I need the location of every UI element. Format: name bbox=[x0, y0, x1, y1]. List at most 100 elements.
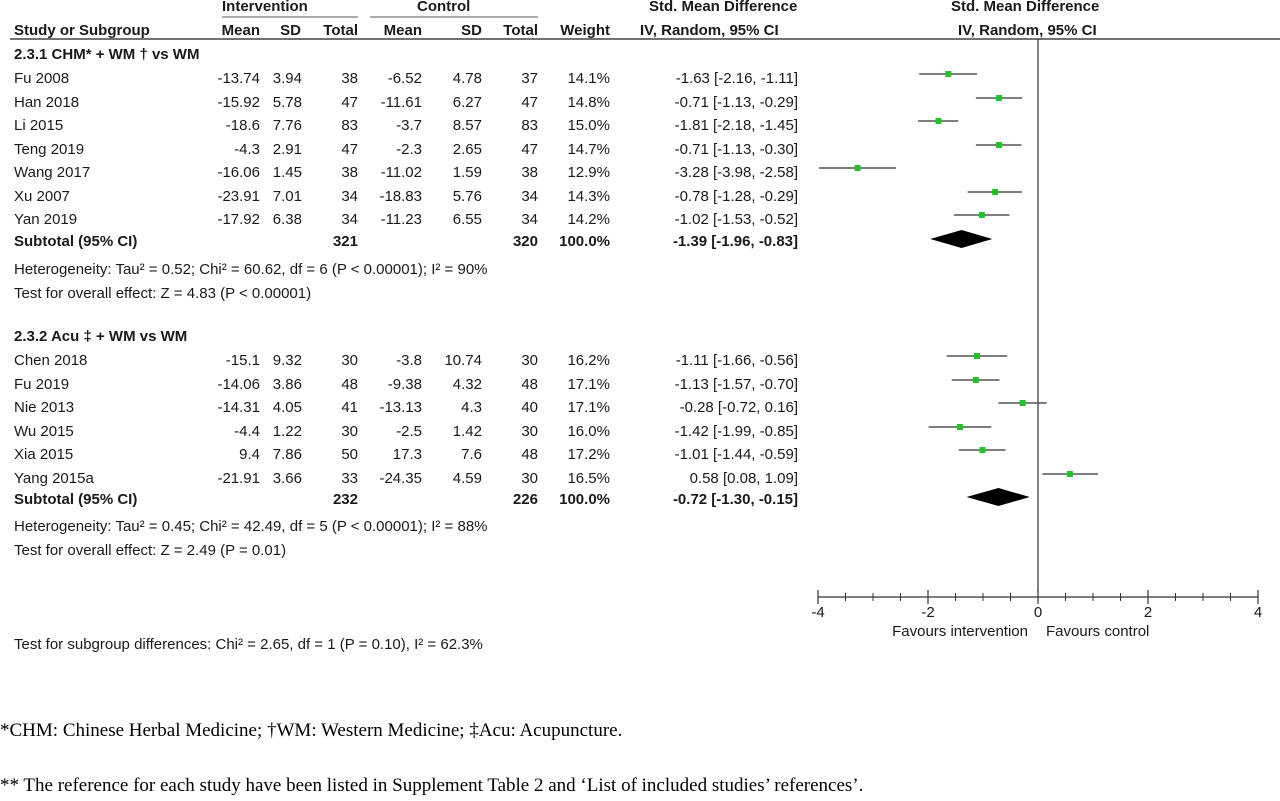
intervention-mean: -15.1 bbox=[225, 352, 260, 369]
subtotal-ci: -1.39 [-1.96, -0.83] bbox=[672, 233, 798, 250]
effect-column-title: Std. Mean Difference bbox=[649, 0, 798, 15]
subtotal-control-total: 226 bbox=[512, 491, 538, 508]
control-header: Control bbox=[417, 0, 471, 15]
intervention-total: 47 bbox=[341, 94, 358, 111]
study-ci: -3.28 [-3.98, -2.58] bbox=[674, 164, 798, 181]
study-name: Xu 2007 bbox=[14, 188, 70, 205]
control-sd: 10.74 bbox=[444, 352, 482, 369]
control-mean: 17.3 bbox=[392, 446, 422, 463]
control-sd: 5.76 bbox=[452, 188, 482, 205]
favours-control-label: Favours control bbox=[1046, 623, 1149, 640]
study-name: Wang 2017 bbox=[14, 164, 91, 181]
control-total: 30 bbox=[521, 423, 538, 440]
intervention-sd: 5.78 bbox=[272, 94, 302, 111]
subgroup-title: 2.3.1 CHM* + WM † vs WM bbox=[14, 46, 200, 63]
intervention-mean: -21.91 bbox=[217, 470, 260, 487]
intervention-mean: -18.6 bbox=[225, 117, 260, 134]
study-name: Fu 2008 bbox=[14, 70, 70, 87]
study-ci: -0.28 [-0.72, 0.16] bbox=[679, 399, 798, 416]
subtotal-label: Subtotal (95% CI) bbox=[14, 491, 138, 508]
intervention-sd-header: SD bbox=[280, 22, 301, 39]
intervention-total: 38 bbox=[341, 70, 358, 87]
effect-column-subtitle: IV, Random, 95% CI bbox=[640, 22, 779, 39]
subtotal-label: Subtotal (95% CI) bbox=[14, 233, 138, 250]
study-weight: 14.2% bbox=[567, 211, 610, 228]
study-weight: 16.0% bbox=[567, 423, 610, 440]
intervention-mean-header: Mean bbox=[221, 22, 260, 39]
intervention-mean: -4.3 bbox=[234, 141, 260, 158]
point-estimate bbox=[935, 118, 942, 124]
intervention-mean: 9.4 bbox=[239, 446, 260, 463]
study-ci: -0.78 [-1.28, -0.29] bbox=[674, 188, 798, 205]
intervention-total-header: Total bbox=[323, 22, 358, 39]
control-total: 34 bbox=[521, 211, 538, 228]
control-mean: -3.7 bbox=[396, 117, 422, 134]
intervention-total: 48 bbox=[341, 376, 358, 393]
study-name: Li 2015 bbox=[14, 117, 64, 134]
control-sd: 1.59 bbox=[452, 164, 482, 181]
control-total-header: Total bbox=[503, 22, 538, 39]
subtotal-diamond bbox=[966, 488, 1030, 506]
study-ci: -1.11 [-1.66, -0.56] bbox=[675, 352, 798, 369]
control-sd: 4.59 bbox=[452, 470, 482, 487]
subgroup-title: 2.3.2 Acu ‡ + WM vs WM bbox=[14, 328, 188, 345]
control-total: 48 bbox=[521, 446, 538, 463]
intervention-total: 38 bbox=[341, 164, 358, 181]
point-estimate bbox=[992, 189, 999, 195]
intervention-sd: 7.76 bbox=[272, 117, 302, 134]
intervention-sd: 2.91 bbox=[272, 141, 302, 158]
control-mean: -3.8 bbox=[396, 352, 422, 369]
intervention-total: 30 bbox=[341, 352, 358, 369]
intervention-sd: 1.45 bbox=[272, 164, 302, 181]
intervention-total: 33 bbox=[341, 470, 358, 487]
x-tick-label: 0 bbox=[1034, 604, 1042, 621]
study-weight: 17.1% bbox=[567, 399, 610, 416]
control-total: 40 bbox=[521, 399, 538, 416]
intervention-mean: -15.92 bbox=[217, 94, 260, 111]
intervention-total: 50 bbox=[341, 446, 358, 463]
point-estimate bbox=[1066, 471, 1073, 477]
study-ci: -1.81 [-2.18, -1.45] bbox=[674, 117, 798, 134]
study-weight: 16.2% bbox=[567, 352, 610, 369]
subtotal-weight: 100.0% bbox=[559, 491, 610, 508]
study-weight: 14.1% bbox=[567, 70, 610, 87]
intervention-mean: -17.92 bbox=[217, 211, 260, 228]
intervention-sd: 3.86 bbox=[272, 376, 302, 393]
intervention-mean: -14.31 bbox=[217, 399, 260, 416]
intervention-header: Intervention bbox=[222, 0, 308, 15]
control-mean: -2.3 bbox=[396, 141, 422, 158]
control-mean: -13.13 bbox=[379, 399, 422, 416]
study-weight: 14.3% bbox=[567, 188, 610, 205]
study-ci: -0.71 [-1.13, -0.30] bbox=[674, 141, 798, 158]
intervention-sd: 9.32 bbox=[272, 352, 302, 369]
point-estimate bbox=[979, 447, 986, 453]
x-tick-label: 4 bbox=[1254, 604, 1262, 621]
subtotal-weight: 100.0% bbox=[559, 233, 610, 250]
control-total: 37 bbox=[521, 70, 538, 87]
study-name: Xia 2015 bbox=[14, 446, 74, 463]
control-mean: -9.38 bbox=[387, 376, 422, 393]
intervention-total: 41 bbox=[341, 399, 358, 416]
intervention-total: 34 bbox=[341, 211, 358, 228]
x-tick-label: 2 bbox=[1144, 604, 1152, 621]
x-tick-label: -2 bbox=[921, 604, 934, 621]
control-total: 38 bbox=[521, 164, 538, 181]
study-ci: -1.01 [-1.44, -0.59] bbox=[674, 446, 798, 463]
intervention-mean: -13.74 bbox=[217, 70, 260, 87]
favours-intervention-label: Favours intervention bbox=[892, 623, 1028, 640]
subtotal-intervention-total: 321 bbox=[332, 233, 358, 250]
control-total: 30 bbox=[521, 352, 538, 369]
study-ci: -1.42 [-1.99, -0.85] bbox=[674, 423, 798, 440]
control-sd: 6.55 bbox=[452, 211, 482, 228]
study-name: Fu 2019 bbox=[14, 376, 70, 393]
control-sd-header: SD bbox=[461, 22, 482, 39]
study-ci: -1.02 [-1.53, -0.52] bbox=[674, 211, 798, 228]
control-mean: -11.61 bbox=[380, 94, 422, 111]
point-estimate bbox=[978, 212, 985, 218]
overall-effect-text: Test for overall effect: Z = 2.49 (P = 0… bbox=[14, 542, 287, 559]
study-weight: 17.1% bbox=[567, 376, 610, 393]
intervention-total: 83 bbox=[341, 117, 358, 134]
footnote-references: ** The reference for each study have bee… bbox=[0, 775, 864, 796]
control-sd: 8.57 bbox=[452, 117, 482, 134]
